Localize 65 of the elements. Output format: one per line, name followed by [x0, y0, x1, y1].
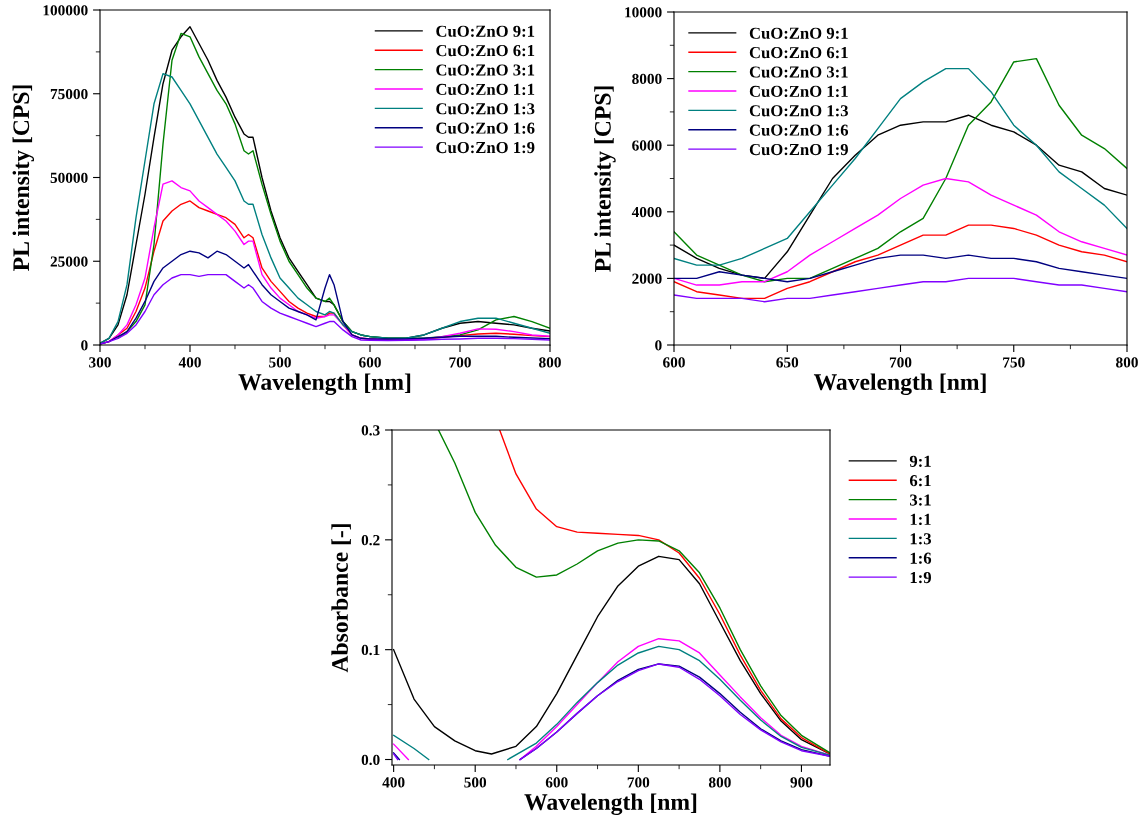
y-tick-label: 100000	[43, 5, 88, 16]
x-axis-title: Wavelength [nm]	[524, 793, 697, 816]
line-series	[437, 430, 830, 754]
legend-label: CuO:ZnO 9:1	[436, 25, 535, 37]
x-tick-label: 400	[382, 777, 405, 788]
legend-label: CuO:ZnO 6:1	[749, 47, 848, 59]
y-tick-label: 0.3	[361, 425, 380, 436]
legend-label: 1:6	[910, 552, 932, 564]
line-series	[674, 224, 1127, 300]
y-tick-label: 25000	[50, 256, 88, 267]
legend-label: CuO:ZnO 1:3	[749, 105, 848, 117]
x-tick-label: 800	[708, 777, 731, 788]
legend-label: CuO:ZnO 1:1	[436, 83, 535, 96]
x-tick-label: 600	[359, 357, 381, 368]
y-axis-title: PL intensity [CPS]	[12, 85, 35, 271]
x-tick-label: 700	[627, 777, 650, 788]
legend-label: 1:9	[910, 571, 931, 584]
y-tick-label: 0.1	[361, 644, 380, 656]
legend-label: CuO:ZnO 1:3	[436, 103, 535, 115]
y-tick-label: 0	[81, 340, 88, 351]
x-tick-label: 400	[178, 357, 201, 368]
x-tick-label: 650	[776, 357, 799, 368]
x-tick-label: 700	[889, 357, 912, 368]
legend-label: 6:1	[909, 475, 931, 487]
y-tick-label: 8000	[632, 73, 662, 85]
x-tick-label: 300	[89, 357, 111, 368]
legend-label: 3:1	[910, 494, 931, 506]
x-tick-label: 750	[1003, 357, 1025, 368]
x-tick-label: 600	[663, 357, 685, 368]
y-tick-label: 2000	[632, 273, 662, 284]
y-tick-label: 10000	[625, 7, 662, 18]
x-tick-label: 800	[1116, 357, 1138, 368]
y-axis-title: PL intensity [CPS]	[594, 86, 616, 272]
legend-label: CuO:ZnO 1:9	[436, 141, 535, 154]
x-axis-title: Wavelength [nm]	[238, 373, 411, 396]
legend-label: 1:3	[910, 533, 932, 545]
y-axis-title: Absorbance [-]	[331, 524, 351, 673]
x-tick-label: 800	[539, 357, 561, 368]
legend-label: 1:1	[910, 513, 931, 526]
line-series	[498, 430, 830, 755]
legend-label: CuO:ZnO 3:1	[749, 66, 848, 78]
y-tick-label: 0.0	[361, 754, 380, 766]
y-tick-label: 50000	[50, 172, 88, 183]
y-tick-label: 0.2	[361, 534, 380, 546]
legend-label: CuO:ZnO 1:1	[749, 85, 848, 98]
y-tick-label: 0	[655, 340, 662, 351]
legend-label: CuO:ZnO 1:6	[749, 124, 849, 136]
line-series	[674, 254, 1127, 283]
line-series	[674, 177, 1127, 286]
x-axis-title: Wavelength [nm]	[813, 373, 986, 396]
y-tick-label: 6000	[632, 140, 662, 151]
legend-label: CuO:ZnO 1:6	[436, 122, 535, 134]
legend-label: CuO:ZnO 1:9	[749, 143, 848, 156]
x-tick-label: 500	[464, 777, 487, 788]
x-tick-label: 700	[449, 357, 471, 368]
x-tick-label: 500	[269, 357, 291, 368]
y-tick-label: 4000	[631, 206, 662, 218]
legend-label: 9:1	[909, 455, 931, 467]
y-tick-label: 75000	[50, 88, 88, 100]
line-series	[674, 277, 1127, 303]
x-tick-label: 900	[790, 777, 813, 788]
legend-label: CuO:ZnO 6:1	[436, 45, 535, 57]
legend-label: CuO:ZnO 3:1	[436, 64, 535, 76]
x-tick-label: 600	[545, 777, 568, 788]
legend-label: CuO:ZnO 9:1	[749, 27, 848, 39]
